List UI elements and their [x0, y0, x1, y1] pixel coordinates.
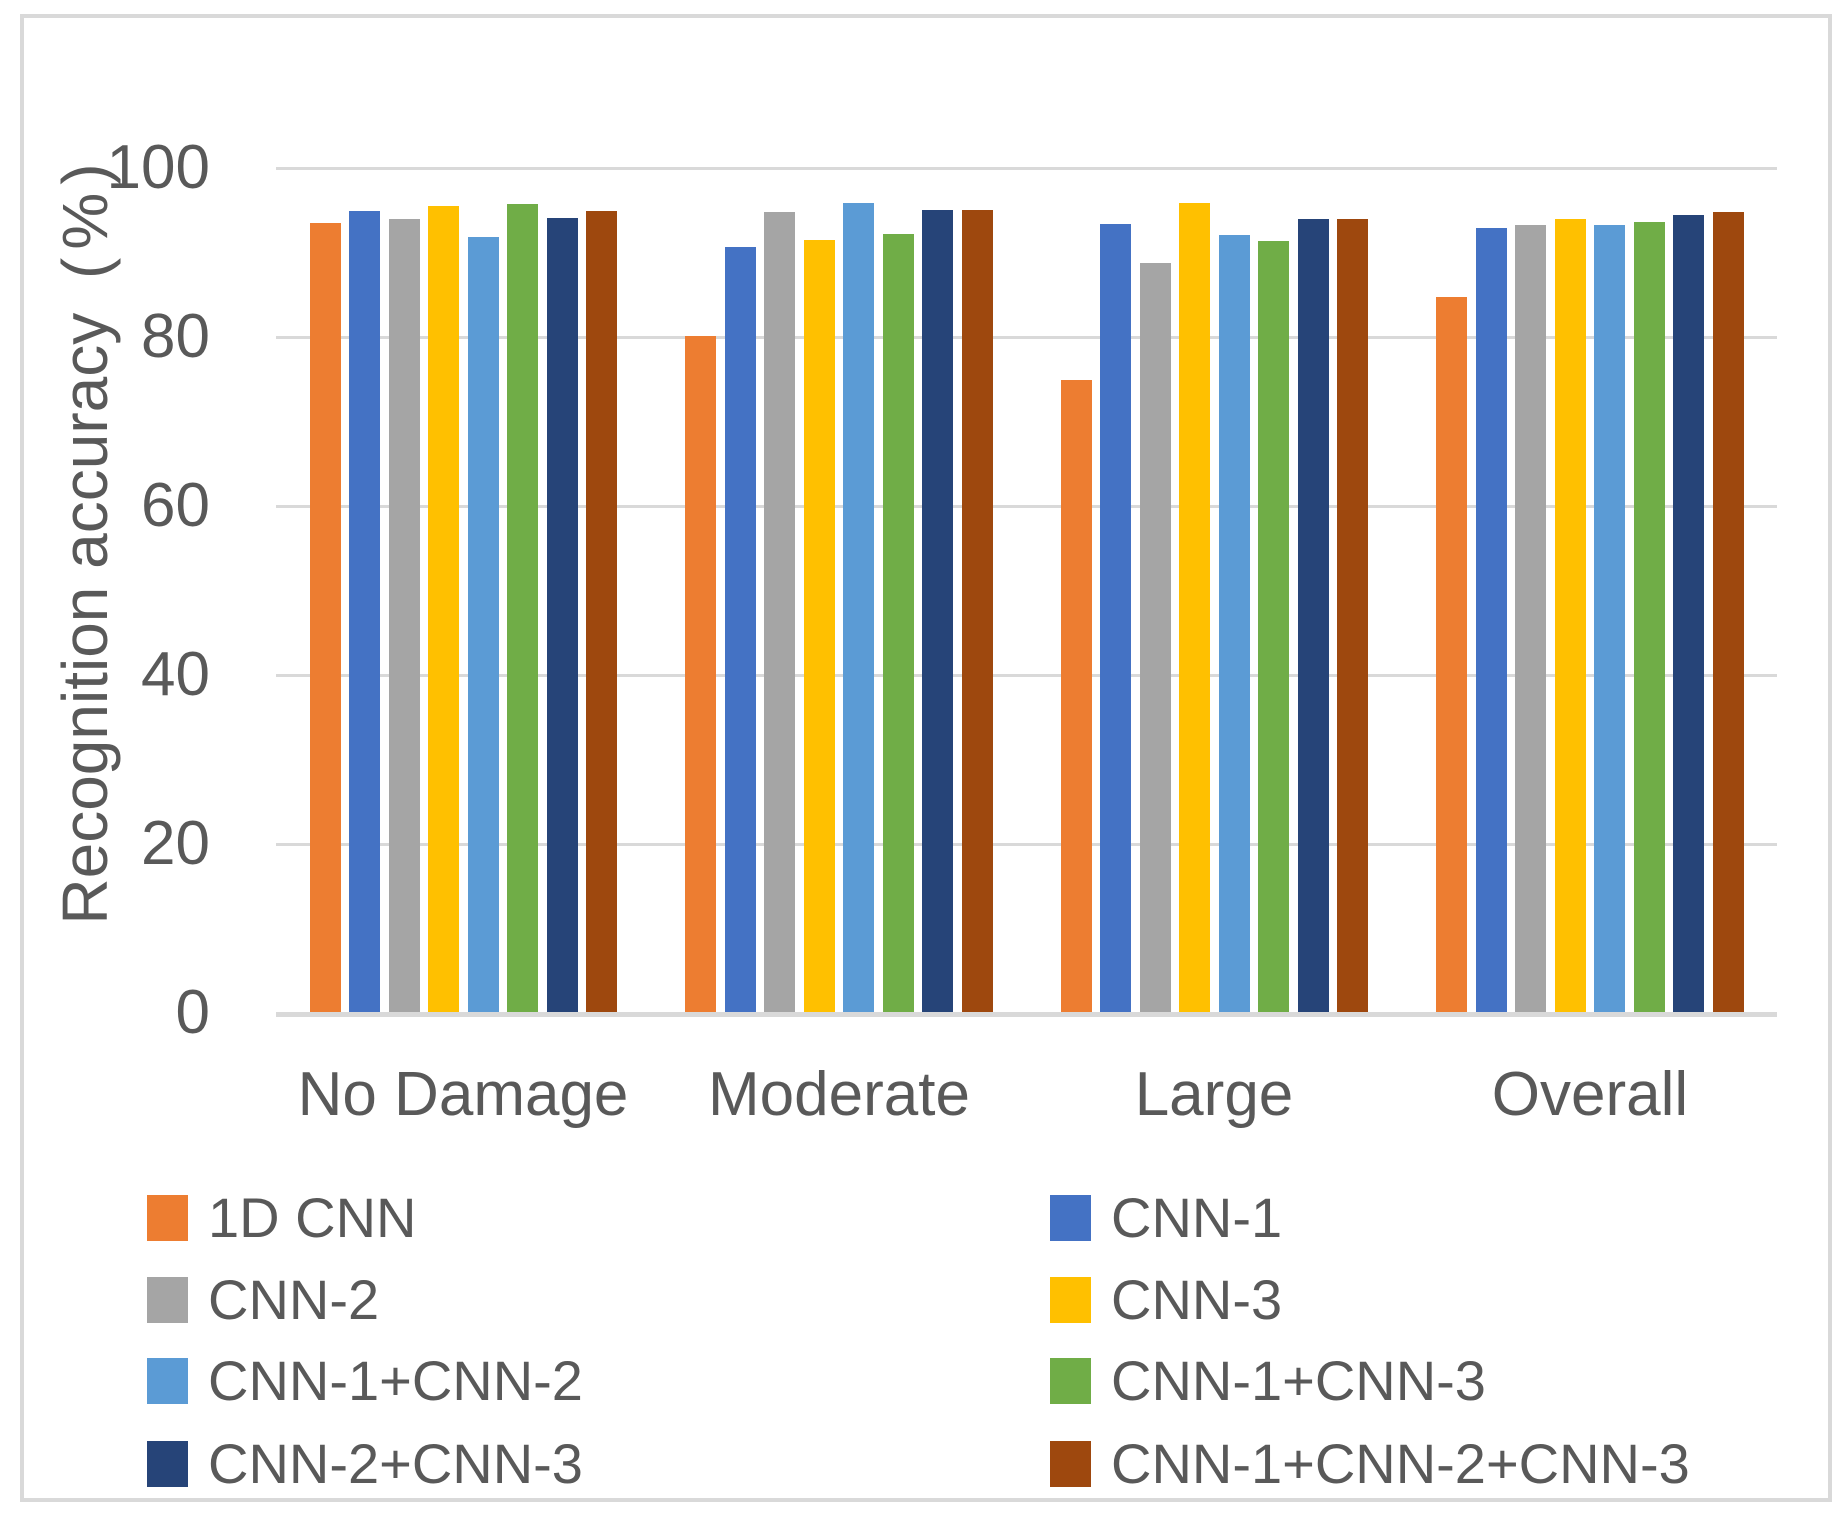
- bar-overall-1d cnn: [1436, 297, 1468, 1012]
- legend-swatch-cnn-1: [1050, 1195, 1091, 1241]
- legend-item-1d-cnn: 1D CNN: [147, 1190, 416, 1246]
- bar-overall-cnn-2-cnn-3: [1673, 215, 1705, 1012]
- legend-swatch-cnn-1-cnn-2-cnn-3: [1050, 1441, 1091, 1487]
- legend-label-1d-cnn: 1D CNN: [208, 1186, 417, 1249]
- bar-no-damage-cnn-1-cnn-3: [507, 204, 539, 1012]
- bar-overall-cnn-1-cnn-3: [1633, 221, 1665, 1012]
- y-tick-80: 80: [141, 302, 210, 371]
- category-label-overall: Overall: [1491, 1060, 1689, 1129]
- gridline-40: [276, 674, 1777, 677]
- bar-no-damage-cnn-1: [349, 210, 381, 1012]
- bar-no-damage-cnn-2: [388, 218, 420, 1012]
- bar-large-cnn-2: [1139, 263, 1171, 1012]
- legend-label-cnn-1-cnn-2: CNN-1+CNN-2: [208, 1349, 583, 1412]
- bar-overall-cnn-2: [1515, 225, 1547, 1012]
- bar-moderate-cnn-2: [764, 211, 796, 1012]
- y-axis-title: Recognition accuracy (%): [48, 155, 122, 924]
- bar-large-cnn-1: [1100, 224, 1132, 1012]
- y-tick-20: 20: [141, 809, 210, 878]
- bar-overall-cnn-1: [1475, 227, 1507, 1012]
- legend-swatch-1d-cnn: [147, 1195, 188, 1241]
- y-tick-60: 60: [141, 471, 210, 540]
- bar-large-cnn-1-cnn-2-cnn-3: [1337, 218, 1369, 1012]
- bar-no-damage-cnn-2-cnn-3: [546, 217, 578, 1012]
- bar-moderate-cnn-1-cnn-2: [843, 203, 875, 1012]
- bar-large-cnn-1-cnn-2: [1218, 235, 1250, 1012]
- bar-overall-cnn-1-cnn-2: [1594, 225, 1626, 1012]
- bar-overall-cnn-3: [1554, 218, 1586, 1012]
- legend-item-cnn-1-cnn-2: CNN-1+CNN-2: [147, 1353, 583, 1409]
- legend-item-cnn-2-cnn-3: CNN-2+CNN-3: [147, 1436, 583, 1492]
- legend-item-cnn-1: CNN-1: [1050, 1190, 1282, 1246]
- legend-item-cnn-1-cnn-2-cnn-3: CNN-1+CNN-2+CNN-3: [1050, 1436, 1690, 1492]
- legend-label-cnn-3: CNN-3: [1111, 1268, 1283, 1331]
- bar-large-cnn-3: [1179, 203, 1211, 1012]
- legend-item-cnn-2: CNN-2: [147, 1272, 379, 1328]
- x-axis-line: [276, 1012, 1777, 1017]
- legend-swatch-cnn-1-cnn-3: [1050, 1358, 1091, 1404]
- y-tick-100: 100: [106, 133, 210, 202]
- bar-no-damage-cnn-3: [428, 205, 460, 1012]
- bar-large-1d cnn: [1060, 379, 1092, 1012]
- legend-swatch-cnn-3: [1050, 1277, 1091, 1323]
- bar-moderate-cnn-2-cnn-3: [922, 210, 954, 1012]
- gridline-60: [276, 505, 1777, 508]
- legend-label-cnn-1: CNN-1: [1111, 1186, 1283, 1249]
- legend-swatch-cnn-2-cnn-3: [147, 1441, 188, 1487]
- legend-label-cnn-1-cnn-2-cnn-3: CNN-1+CNN-2+CNN-3: [1111, 1432, 1690, 1495]
- legend-label-cnn-2-cnn-3: CNN-2+CNN-3: [208, 1432, 583, 1495]
- bar-large-cnn-2-cnn-3: [1297, 219, 1329, 1012]
- y-tick-40: 40: [141, 640, 210, 709]
- gridline-100: [276, 167, 1777, 170]
- bar-moderate-cnn-1-cnn-2-cnn-3: [961, 210, 993, 1012]
- bar-moderate-cnn-3: [803, 239, 835, 1012]
- gridline-20: [276, 843, 1777, 846]
- gridline-80: [276, 336, 1777, 339]
- legend-swatch-cnn-1-cnn-2: [147, 1358, 188, 1404]
- legend-label-cnn-2: CNN-2: [208, 1268, 380, 1331]
- bar-no-damage-cnn-1-cnn-2-cnn-3: [586, 210, 618, 1012]
- bar-large-cnn-1-cnn-3: [1258, 241, 1290, 1012]
- bar-moderate-1d cnn: [685, 336, 717, 1012]
- legend-item-cnn-3: CNN-3: [1050, 1272, 1282, 1328]
- y-tick-0: 0: [175, 978, 210, 1047]
- bar-no-damage-1d cnn: [309, 222, 341, 1012]
- legend-label-cnn-1-cnn-3: CNN-1+CNN-3: [1111, 1349, 1486, 1412]
- category-label-moderate: Moderate: [708, 1060, 970, 1129]
- legend-item-cnn-1-cnn-3: CNN-1+CNN-3: [1050, 1353, 1486, 1409]
- bar-overall-cnn-1-cnn-2-cnn-3: [1712, 211, 1744, 1012]
- category-label-large: Large: [1134, 1060, 1294, 1129]
- bar-no-damage-cnn-1-cnn-2: [467, 237, 499, 1012]
- bar-moderate-cnn-1-cnn-3: [882, 233, 914, 1012]
- bar-moderate-cnn-1: [724, 247, 756, 1012]
- legend-swatch-cnn-2: [147, 1277, 188, 1323]
- category-label-no-damage: No Damage: [297, 1060, 629, 1129]
